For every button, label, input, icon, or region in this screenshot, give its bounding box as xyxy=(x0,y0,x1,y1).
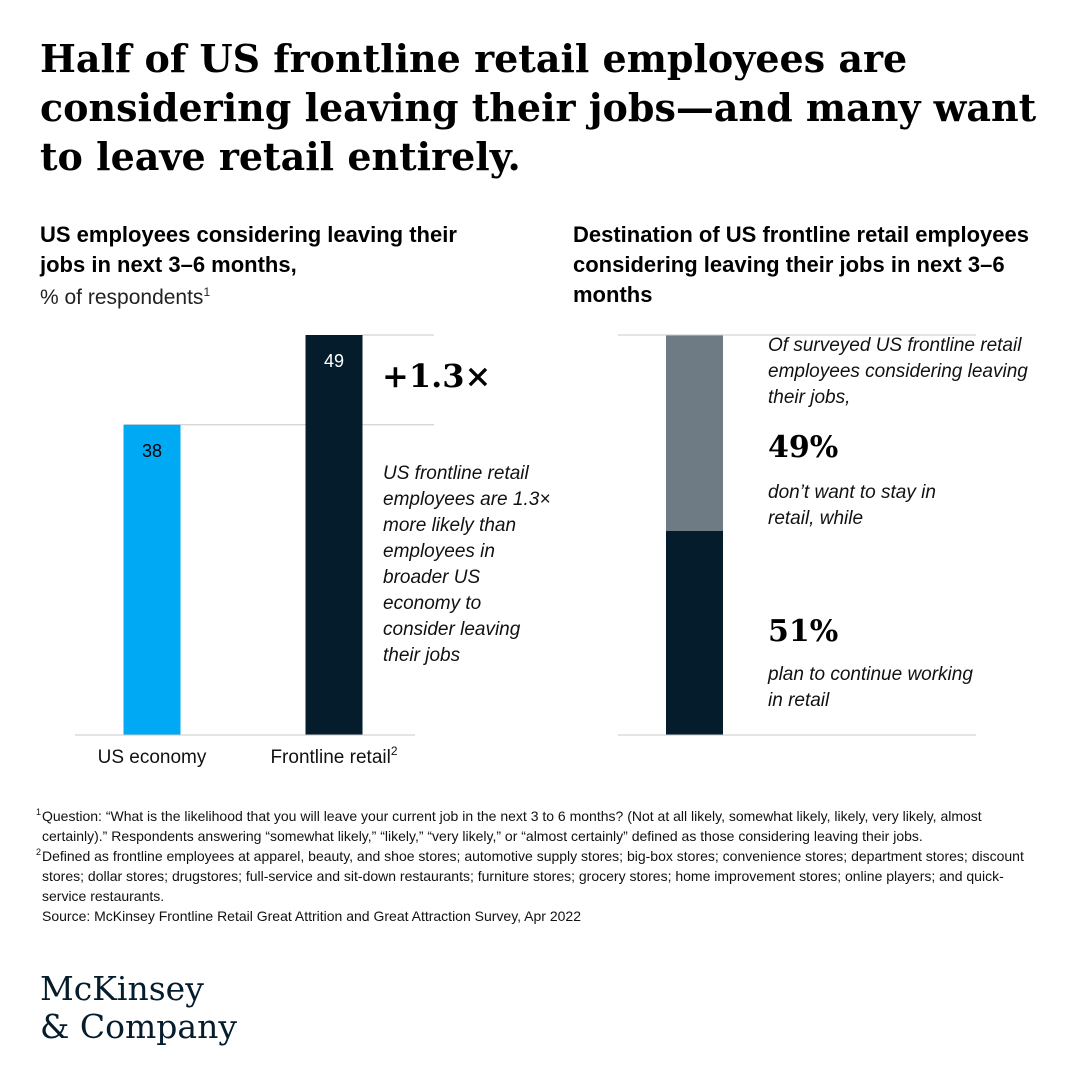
category-label: Frontline retail2 xyxy=(270,744,397,768)
right-chart-intro: Of surveyed US frontline retail employee… xyxy=(768,335,1028,408)
bar-value-label: 49 xyxy=(324,351,344,371)
left-chart-unit: % of respondents1 xyxy=(40,284,210,312)
stacked-bar-segment xyxy=(666,531,723,735)
left-chart-title: US employees considering leaving their j… xyxy=(40,222,457,277)
stacked-bar-segment xyxy=(666,335,723,531)
leave-retail-text: don’t want to stay in retail, while xyxy=(768,482,936,529)
footnote-2: 2 Defined as frontline employees at appar… xyxy=(36,846,1046,906)
footnote-marker: 1 xyxy=(36,807,42,817)
logo-line-1: McKinsey xyxy=(40,969,204,1008)
category-footnote-marker: 2 xyxy=(391,744,398,758)
stay-retail-text: plan to continue working in retail xyxy=(768,664,973,711)
leave-retail-percent: 49% xyxy=(768,430,839,465)
left-bar-chart: 38 US economy 49 Frontline retail2 xyxy=(75,334,434,768)
unit-footnote-marker: 1 xyxy=(203,285,211,299)
footnote-1: 1 Question: “What is the likelihood that … xyxy=(36,806,1046,846)
right-chart-title: Destination of US frontline retail emplo… xyxy=(573,222,1029,307)
headline: Half of US frontline retail employees ar… xyxy=(40,36,1037,179)
charts-canvas: 38 US economy 49 Frontline retail2 xyxy=(75,334,976,768)
footnote-text: Question: “What is the likelihood that y… xyxy=(42,808,982,844)
footnotes: 1 Question: “What is the likelihood that … xyxy=(36,806,1046,926)
category-label: US economy xyxy=(98,747,207,768)
bar xyxy=(123,424,181,735)
footnote-text: Defined as frontline employees at appare… xyxy=(42,848,1024,904)
logo-line-2: & Company xyxy=(40,1007,237,1046)
source-note: Source: McKinsey Frontline Retail Great … xyxy=(42,908,581,924)
footnote-marker: 2 xyxy=(36,847,42,857)
stay-retail-percent: 51% xyxy=(768,614,839,649)
bar-value-label: 38 xyxy=(142,441,162,461)
unit-label: % of respondents xyxy=(40,286,204,309)
multiplier-label: +1.3× xyxy=(382,357,492,395)
mckinsey-logo: McKinsey & Company xyxy=(40,970,237,1046)
bar xyxy=(305,335,363,735)
left-chart-annotation: US frontline retail employees are 1.3× m… xyxy=(383,463,551,666)
right-stacked-bar-chart xyxy=(618,334,976,736)
